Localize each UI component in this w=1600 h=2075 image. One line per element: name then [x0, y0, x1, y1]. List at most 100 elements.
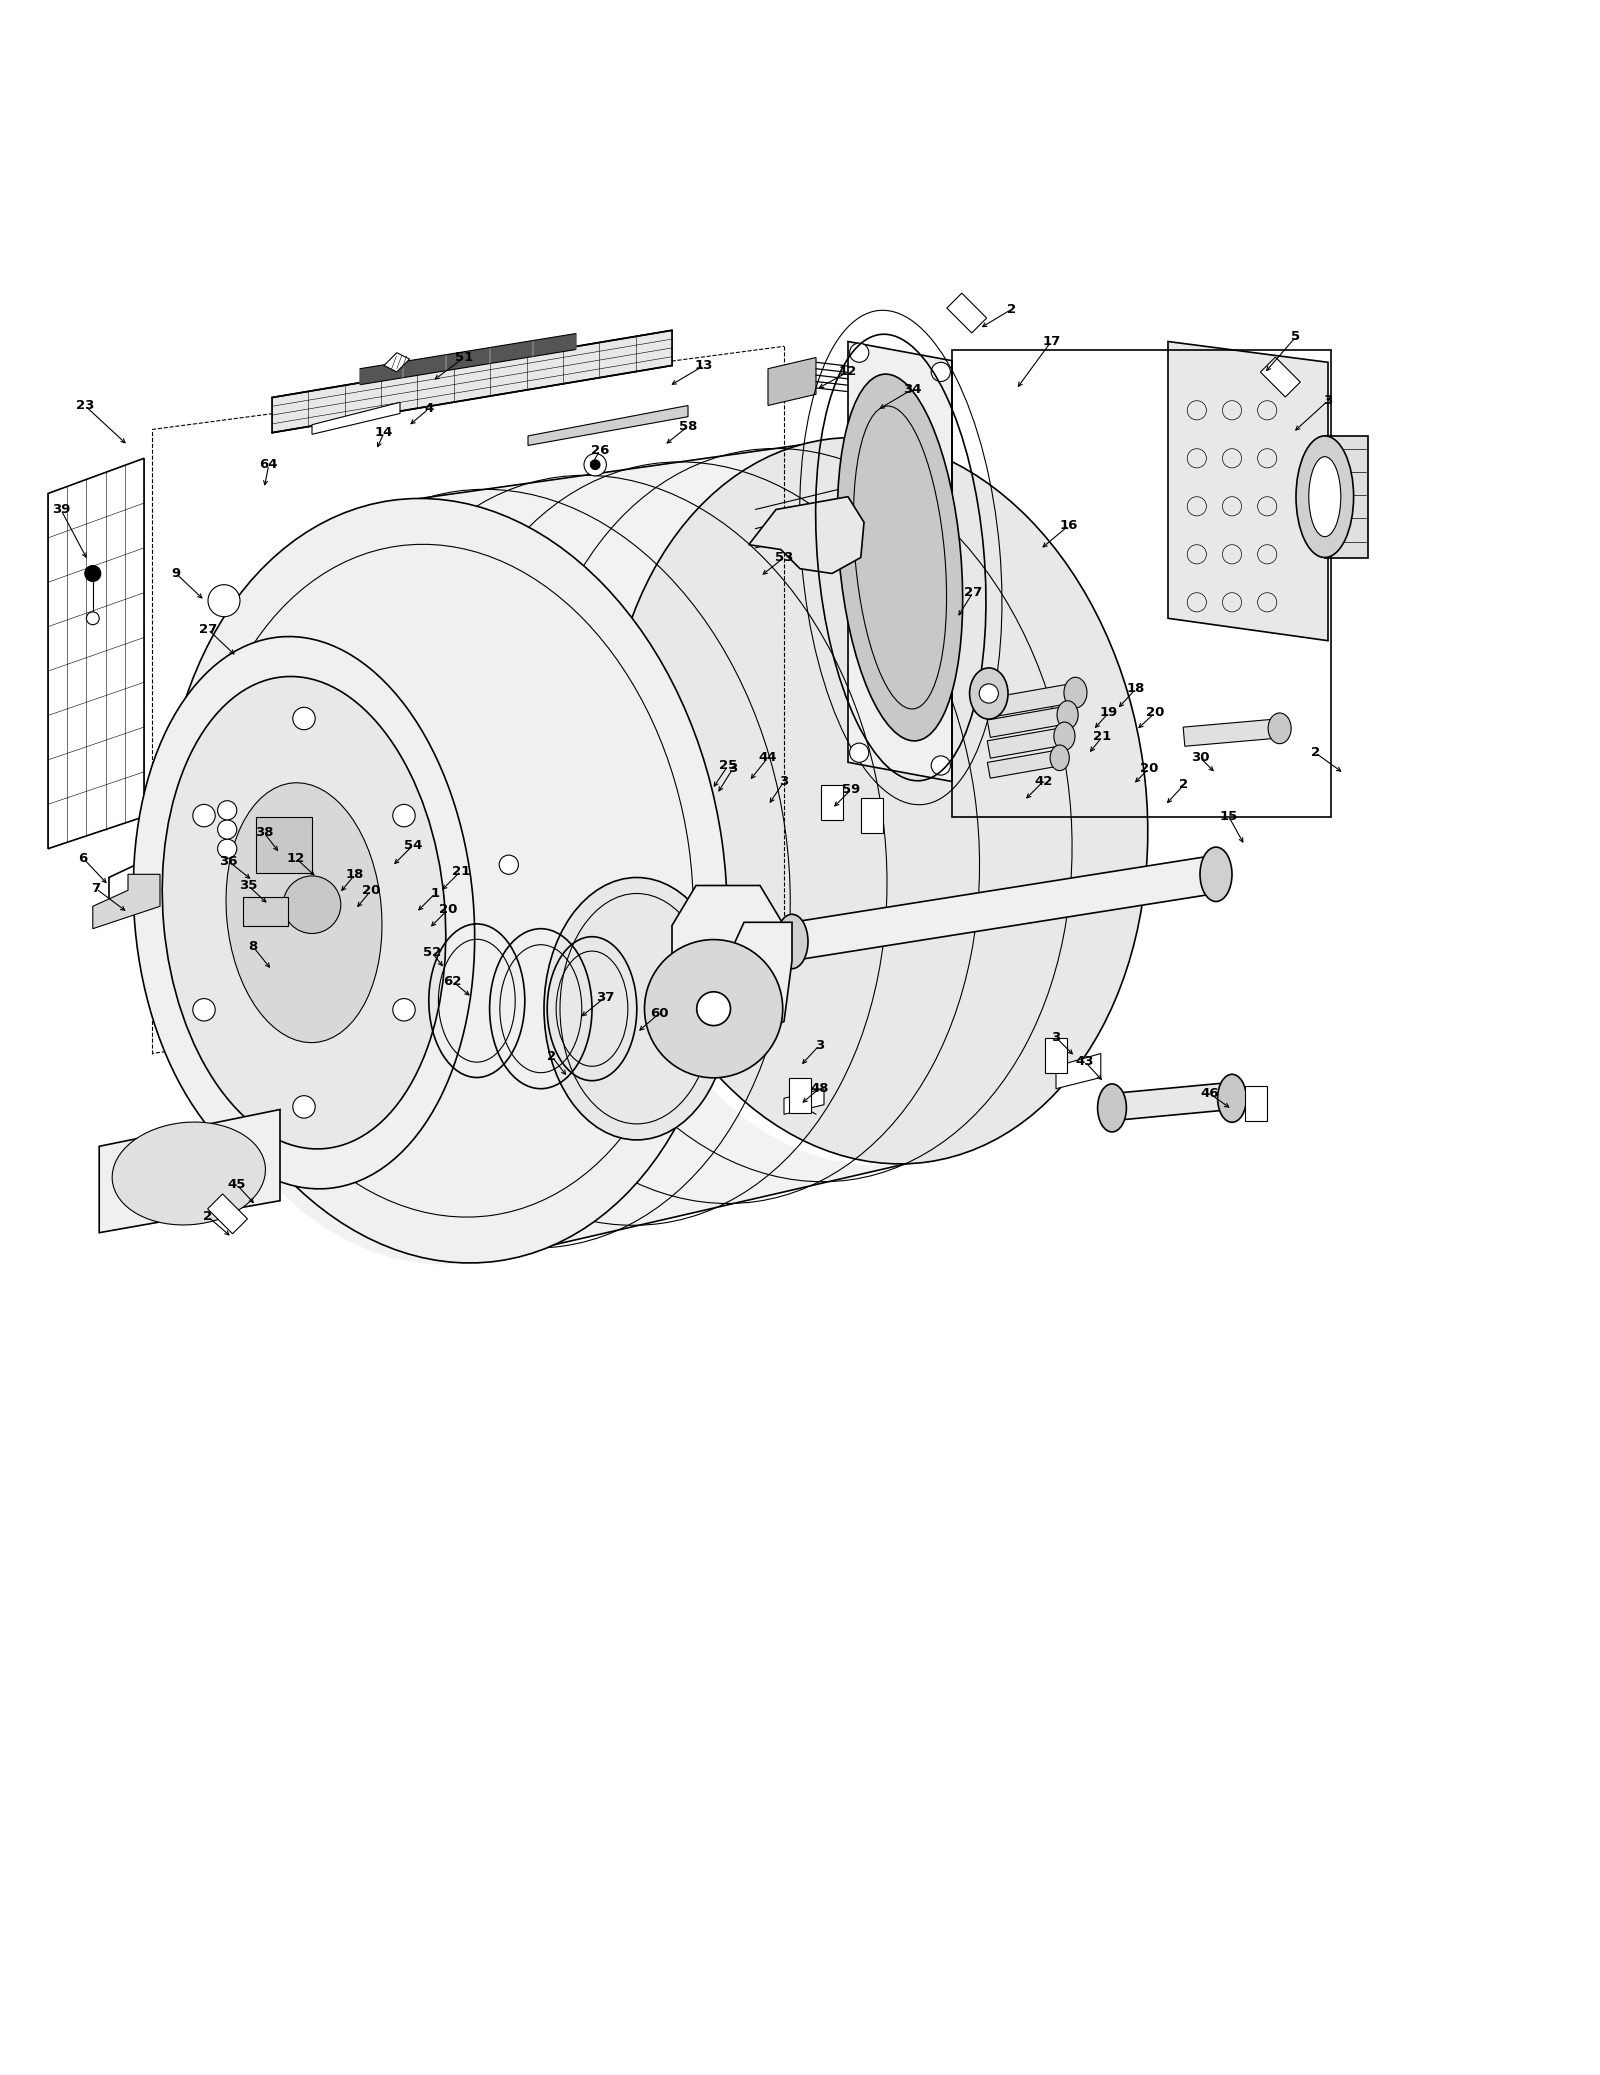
Text: 45: 45 [227, 1179, 246, 1191]
Circle shape [392, 998, 414, 1021]
Circle shape [590, 461, 600, 469]
Polygon shape [987, 706, 1069, 737]
Text: 35: 35 [238, 880, 258, 892]
Polygon shape [312, 403, 400, 434]
Polygon shape [1056, 1054, 1101, 1089]
Polygon shape [789, 1077, 811, 1112]
Ellipse shape [776, 915, 808, 969]
Polygon shape [821, 784, 843, 820]
Circle shape [86, 612, 99, 625]
Text: 16: 16 [1059, 519, 1078, 531]
Polygon shape [947, 293, 987, 332]
Text: 2: 2 [1006, 303, 1016, 315]
Circle shape [850, 743, 869, 762]
Ellipse shape [1296, 436, 1354, 558]
Text: 15: 15 [1219, 809, 1238, 824]
Text: 23: 23 [75, 398, 94, 413]
Text: 9: 9 [171, 566, 181, 581]
Text: 7: 7 [91, 882, 101, 894]
Text: 20: 20 [1146, 706, 1165, 720]
Polygon shape [208, 1193, 248, 1235]
Text: 21: 21 [451, 865, 470, 878]
Polygon shape [272, 330, 672, 434]
Polygon shape [1245, 1085, 1267, 1121]
Ellipse shape [837, 374, 963, 741]
Text: 4: 4 [424, 403, 434, 415]
Text: 51: 51 [454, 351, 474, 363]
Text: 13: 13 [694, 359, 714, 371]
Text: 46: 46 [1200, 1087, 1219, 1100]
Text: 3: 3 [728, 762, 738, 776]
Text: 58: 58 [678, 419, 698, 434]
Circle shape [194, 998, 216, 1021]
Text: 20: 20 [1139, 762, 1158, 776]
Polygon shape [48, 459, 144, 849]
Polygon shape [93, 874, 160, 930]
Polygon shape [1261, 357, 1301, 396]
Polygon shape [669, 921, 792, 1054]
Text: 48: 48 [810, 1083, 829, 1096]
Ellipse shape [133, 637, 475, 1189]
Polygon shape [861, 797, 883, 832]
Circle shape [208, 585, 240, 616]
Ellipse shape [1064, 676, 1086, 708]
Text: 18: 18 [346, 867, 365, 880]
Text: 26: 26 [590, 444, 610, 456]
Ellipse shape [544, 878, 730, 1139]
Ellipse shape [606, 438, 1147, 1164]
Ellipse shape [226, 782, 382, 1042]
Circle shape [293, 1096, 315, 1118]
Text: 2: 2 [1310, 747, 1320, 759]
Ellipse shape [1269, 714, 1291, 743]
Polygon shape [987, 683, 1077, 718]
Polygon shape [792, 855, 1216, 961]
Ellipse shape [1309, 456, 1341, 537]
Text: 38: 38 [254, 826, 274, 838]
Text: 17: 17 [1042, 334, 1061, 349]
Circle shape [696, 992, 731, 1025]
Text: 14: 14 [374, 425, 394, 440]
Circle shape [194, 805, 216, 826]
Text: 60: 60 [650, 1006, 669, 1021]
Polygon shape [1325, 436, 1368, 558]
Text: 27: 27 [963, 587, 982, 600]
Circle shape [218, 820, 237, 838]
Circle shape [931, 363, 950, 382]
Ellipse shape [163, 498, 726, 1264]
Polygon shape [256, 818, 312, 874]
Text: 64: 64 [259, 459, 278, 471]
Text: 8: 8 [248, 940, 258, 952]
Polygon shape [99, 1110, 280, 1233]
Ellipse shape [1098, 1083, 1126, 1131]
Text: 62: 62 [443, 975, 462, 988]
Text: 39: 39 [51, 502, 70, 517]
Polygon shape [848, 342, 952, 782]
Text: 3: 3 [814, 1040, 824, 1052]
Ellipse shape [1050, 745, 1069, 770]
Ellipse shape [112, 1123, 266, 1224]
Text: 21: 21 [1093, 730, 1112, 743]
Text: 18: 18 [1126, 683, 1146, 695]
Text: 1: 1 [430, 886, 440, 901]
Text: 2: 2 [547, 1050, 557, 1062]
Circle shape [392, 805, 414, 826]
Text: 3: 3 [1051, 1031, 1061, 1044]
Circle shape [293, 708, 315, 730]
Ellipse shape [1058, 701, 1078, 728]
Polygon shape [749, 496, 864, 573]
Text: 19: 19 [1099, 706, 1118, 720]
Text: 54: 54 [403, 838, 422, 853]
Text: 37: 37 [595, 992, 614, 1004]
Text: 20: 20 [362, 884, 381, 896]
Text: 59: 59 [842, 782, 861, 797]
Text: 6: 6 [78, 853, 88, 865]
Polygon shape [528, 405, 688, 446]
Polygon shape [1182, 718, 1280, 747]
Circle shape [584, 454, 606, 475]
Ellipse shape [162, 676, 446, 1150]
Ellipse shape [1200, 847, 1232, 901]
Circle shape [218, 838, 237, 859]
Text: 42: 42 [1034, 774, 1053, 788]
Text: 3: 3 [779, 774, 789, 788]
Text: 2: 2 [1179, 778, 1189, 791]
